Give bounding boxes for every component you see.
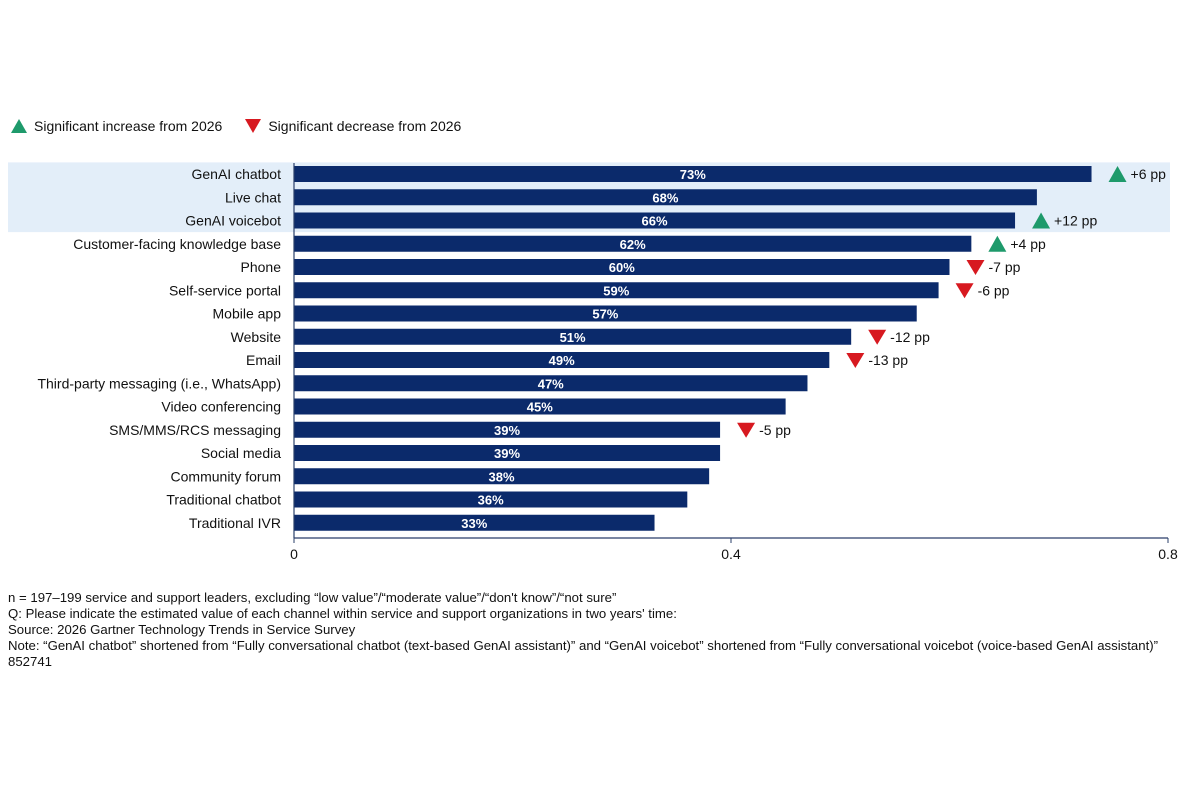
- legend-decrease: Significant decrease from 2026: [244, 118, 461, 134]
- bar-value-label: 38%: [489, 469, 515, 484]
- chart-notes: n = 197–199 service and support leaders,…: [8, 590, 1178, 670]
- category-label: Live chat: [225, 189, 281, 205]
- category-label: GenAI voicebot: [185, 213, 281, 229]
- triangle-up-icon: [1108, 166, 1127, 182]
- bar-value-label: 51%: [560, 330, 586, 345]
- bar-value-label: 57%: [592, 307, 618, 322]
- category-label: Social media: [201, 445, 281, 461]
- bar-value-label: 39%: [494, 446, 520, 461]
- change-label: -13 pp: [868, 352, 908, 368]
- bar: [294, 259, 950, 275]
- bar-value-label: 47%: [538, 376, 564, 391]
- category-label: Website: [231, 329, 282, 345]
- bar: [294, 212, 1016, 229]
- category-label: Phone: [241, 259, 282, 275]
- bar: [294, 491, 688, 508]
- category-label: SMS/MMS/RCS messaging: [109, 422, 281, 438]
- figure-id: 852741: [8, 654, 53, 669]
- triangle-up-icon: [1032, 212, 1051, 229]
- change-label: +4 pp: [1010, 236, 1046, 252]
- category-label: Self-service portal: [169, 282, 281, 298]
- survey-question: Q: Please indicate the estimated value o…: [8, 606, 677, 621]
- category-label: Video conferencing: [161, 399, 281, 415]
- legend-decrease-label: Significant decrease from 2026: [268, 118, 462, 134]
- bar: [294, 189, 1037, 206]
- bar-value-label: 36%: [478, 493, 504, 508]
- category-label: Traditional IVR: [189, 515, 281, 531]
- x-tick-label: 0.8: [1158, 546, 1178, 562]
- x-tick-label: 0.4: [721, 546, 741, 562]
- shortening-note: Note: “GenAI chatbot” shortened from “Fu…: [8, 638, 1159, 653]
- bar-value-label: 49%: [549, 353, 575, 368]
- bar: [294, 445, 721, 461]
- triangle-down-icon: [966, 260, 985, 275]
- triangle-down-icon: [955, 283, 974, 299]
- bar: [294, 375, 808, 392]
- legend-increase-label: Significant increase from 2026: [34, 118, 223, 134]
- category-label: Customer-facing knowledge base: [73, 236, 281, 252]
- sample-size-note: n = 197–199 service and support leaders,…: [8, 590, 617, 605]
- change-label: -12 pp: [890, 329, 930, 345]
- bar: [294, 468, 710, 485]
- bar: [294, 398, 786, 415]
- triangle-down-icon: [245, 119, 262, 133]
- category-label: Third-party messaging (i.e., WhatsApp): [37, 375, 281, 391]
- bar: [294, 514, 655, 531]
- change-label: +12 pp: [1054, 213, 1097, 229]
- x-tick-label: 0: [290, 546, 298, 562]
- bar-value-label: 39%: [494, 423, 520, 438]
- category-label: Traditional chatbot: [166, 492, 281, 508]
- triangle-up-icon: [988, 235, 1007, 252]
- change-label: -5 pp: [759, 422, 791, 438]
- category-label: GenAI chatbot: [191, 166, 281, 182]
- category-label: Email: [246, 352, 281, 368]
- triangle-up-icon: [11, 119, 27, 133]
- triangle-down-icon: [868, 329, 887, 345]
- bar: [294, 166, 1092, 182]
- bar-value-label: 45%: [527, 400, 553, 415]
- triangle-down-icon: [737, 422, 756, 438]
- bar-value-label: 68%: [652, 190, 678, 205]
- triangle-down-icon: [846, 353, 865, 368]
- bar: [294, 352, 830, 368]
- change-label: -6 pp: [978, 282, 1010, 298]
- legend-increase: Significant increase from 2026: [10, 118, 222, 134]
- bar-value-label: 62%: [620, 237, 646, 252]
- category-label: Community forum: [171, 468, 281, 484]
- change-label: -7 pp: [989, 259, 1021, 275]
- bar: [294, 235, 972, 252]
- category-label: Mobile app: [213, 306, 282, 322]
- bar-chart: GenAI chatbot 73% +6 pp Live chat 68% GenAI v…: [8, 162, 1178, 562]
- bar: [294, 421, 721, 438]
- bar-value-label: 73%: [680, 167, 706, 182]
- bar: [294, 305, 917, 322]
- bar-value-label: 60%: [609, 260, 635, 275]
- bar: [294, 282, 939, 299]
- bar-value-label: 59%: [603, 283, 629, 298]
- change-label: +6 pp: [1131, 166, 1167, 182]
- legend: Significant increase from 2026 Significa…: [10, 118, 461, 134]
- source-note: Source: 2026 Gartner Technology Trends i…: [8, 622, 356, 637]
- bar-value-label: 66%: [642, 214, 668, 229]
- bar: [294, 328, 852, 345]
- bar-value-label: 33%: [461, 516, 487, 531]
